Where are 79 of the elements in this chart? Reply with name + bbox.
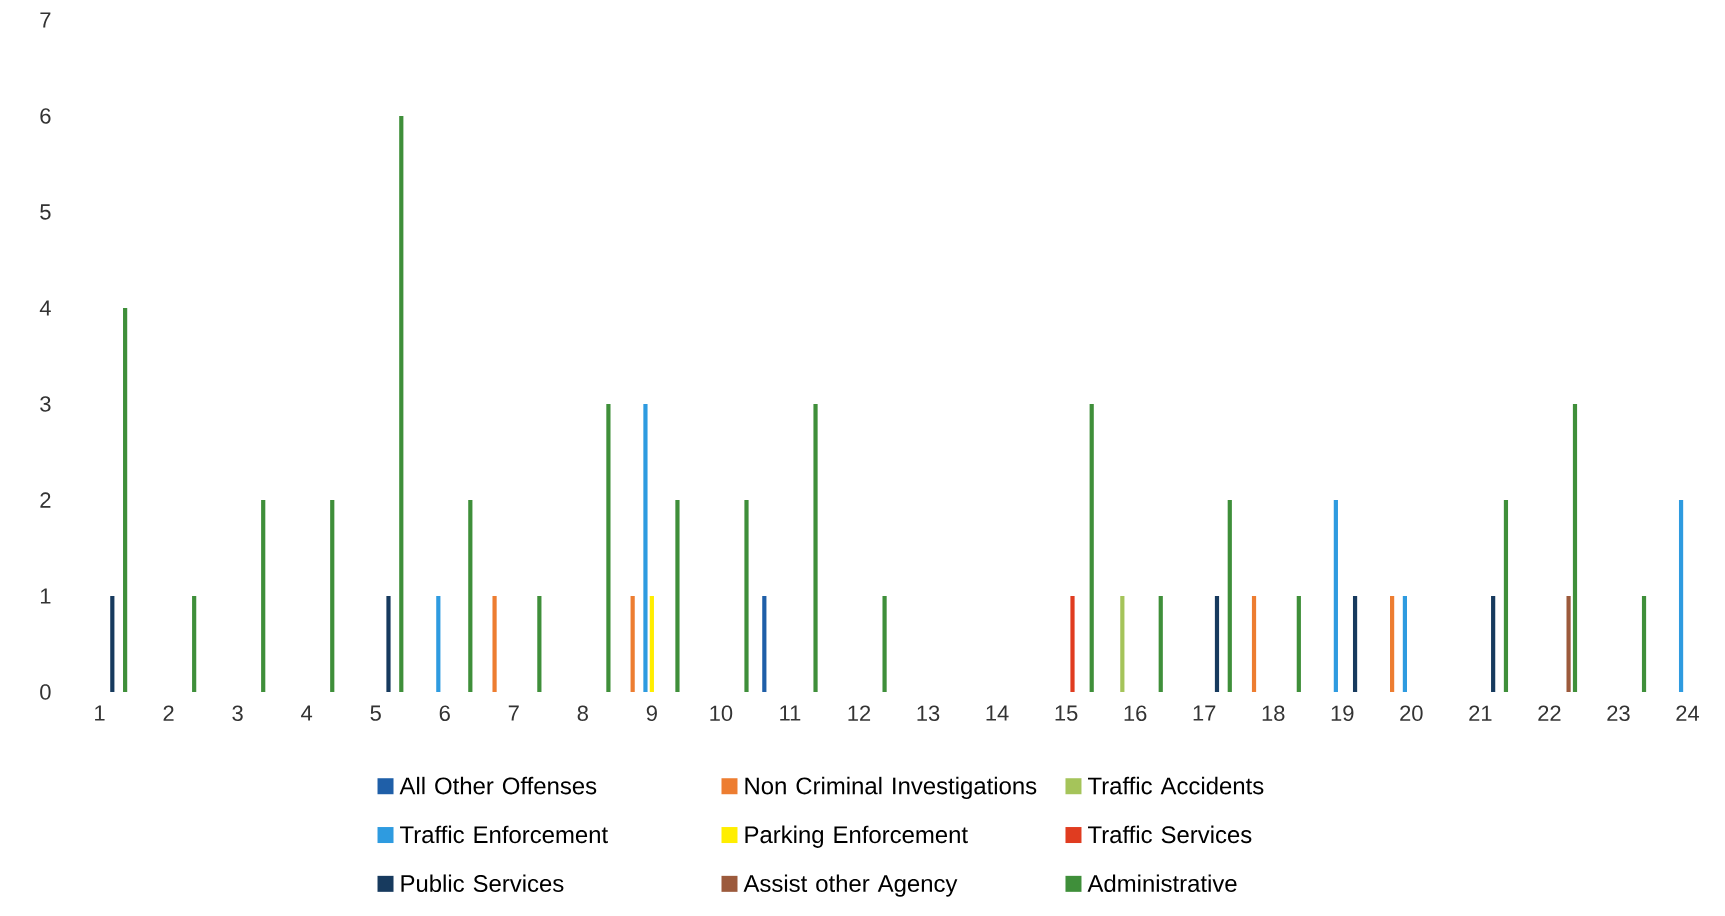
x-tick-label: 19	[1331, 705, 1354, 722]
legend-label: Administrative	[1087, 874, 1237, 892]
bar	[606, 404, 611, 692]
bar	[1089, 404, 1094, 692]
bar	[468, 500, 473, 692]
bar	[630, 596, 635, 692]
bar	[744, 500, 749, 692]
x-tick-label: 6	[439, 705, 450, 722]
x-tick-label: 12	[848, 705, 871, 721]
x-tick-label: 4	[301, 705, 313, 721]
x-tick-label: 3	[232, 705, 243, 722]
bar	[1678, 500, 1684, 692]
bar	[1120, 596, 1125, 692]
legend-label: Parking Enforcement	[745, 825, 968, 848]
x-tick-label: 22	[1538, 705, 1561, 721]
bar	[1566, 596, 1571, 692]
bar	[399, 116, 404, 692]
legend-label: Non Criminal Investigations	[745, 776, 1037, 800]
bar	[649, 596, 654, 692]
bar	[762, 596, 767, 692]
x-tick-label: 15	[1055, 705, 1078, 721]
bar	[1390, 596, 1395, 692]
bar	[882, 596, 887, 692]
y-tick-label: 2	[40, 492, 51, 508]
bar	[1641, 596, 1647, 692]
bar	[330, 500, 335, 692]
bar	[813, 404, 818, 692]
bar	[1503, 500, 1509, 692]
x-tick-label: 1	[95, 705, 105, 721]
y-tick-label: 7	[40, 12, 51, 28]
bar	[1227, 500, 1232, 692]
x-tick-label: 11	[780, 705, 801, 721]
x-tick-label: 13	[917, 705, 940, 722]
x-tick-label: 21	[1469, 705, 1492, 721]
y-tick-label: 6	[40, 108, 51, 124]
bar	[1333, 500, 1338, 692]
bar	[1214, 596, 1220, 692]
bar	[1070, 596, 1075, 692]
bar	[1491, 596, 1496, 692]
bar	[537, 596, 542, 692]
y-tick-label: 1	[40, 588, 51, 604]
y-tick-label: 4	[39, 300, 51, 316]
bar	[1572, 404, 1578, 692]
legend-label: All Other Offenses	[399, 776, 597, 795]
x-tick-label: 8	[577, 705, 588, 722]
x-tick-label: 16	[1124, 705, 1147, 722]
y-tick-label: 0	[40, 684, 51, 700]
legend-label: Traffic Services	[1088, 825, 1252, 844]
y-tick-label: 3	[40, 396, 51, 412]
bar	[386, 596, 391, 692]
legend-label: Public Services	[401, 874, 564, 892]
bar	[110, 596, 115, 692]
bar	[1251, 596, 1257, 692]
bar	[643, 404, 648, 692]
y-tick-label: 5	[40, 204, 51, 220]
x-tick-label: 10	[710, 705, 733, 722]
x-tick-label: 7	[508, 705, 519, 721]
bar	[123, 308, 128, 692]
bar	[675, 500, 680, 692]
x-tick-label: 17	[1193, 705, 1216, 721]
bar	[1296, 596, 1301, 692]
x-tick-label: 9	[646, 705, 657, 722]
legend-label: Traffic Enforcement	[400, 825, 608, 844]
x-tick-label: 18	[1262, 705, 1285, 722]
legend-label: Traffic Accidents	[1088, 776, 1264, 795]
x-tick-label: 20	[1400, 705, 1423, 722]
bar	[1158, 596, 1163, 692]
x-tick-label: 5	[370, 705, 381, 721]
bar	[436, 596, 441, 692]
bar	[1352, 596, 1358, 692]
x-tick-label: 23	[1607, 705, 1630, 722]
bar	[1402, 596, 1408, 692]
x-tick-label: 2	[163, 705, 174, 721]
bar	[192, 596, 197, 692]
legend-label: Assist other Agency	[743, 874, 958, 897]
bar	[492, 596, 497, 692]
x-tick-label: 24	[1676, 705, 1700, 721]
x-tick-label: 14	[986, 705, 1009, 721]
bar	[261, 500, 266, 692]
